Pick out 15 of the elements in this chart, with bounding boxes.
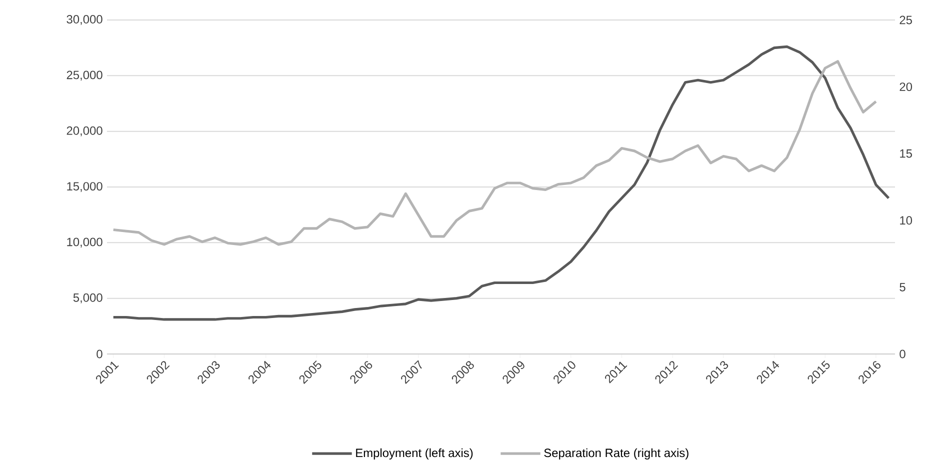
y2-tick-label: 25	[900, 16, 912, 24]
y2-tick-label: 15	[900, 149, 912, 158]
y-tick-label: 20,000	[66, 126, 102, 136]
y2-tick-label: 0	[900, 350, 906, 358]
legend-label: Separation Rate (right axis)	[544, 448, 688, 460]
y2-tick-label: 20	[900, 82, 912, 92]
y-tick-label: 25,000	[66, 70, 102, 81]
y-tick-label: 15,000	[67, 182, 102, 192]
y-tick-label: 30,000	[66, 15, 102, 25]
legend-label: Employment (left axis)	[356, 448, 473, 460]
y-tick-label: 5,000	[73, 293, 102, 304]
y-tick-label: 10,000	[67, 238, 102, 248]
y-tick-label: 0	[96, 350, 102, 358]
y2-tick-label: 10	[900, 216, 912, 225]
y2-tick-label: 5	[900, 283, 906, 292]
